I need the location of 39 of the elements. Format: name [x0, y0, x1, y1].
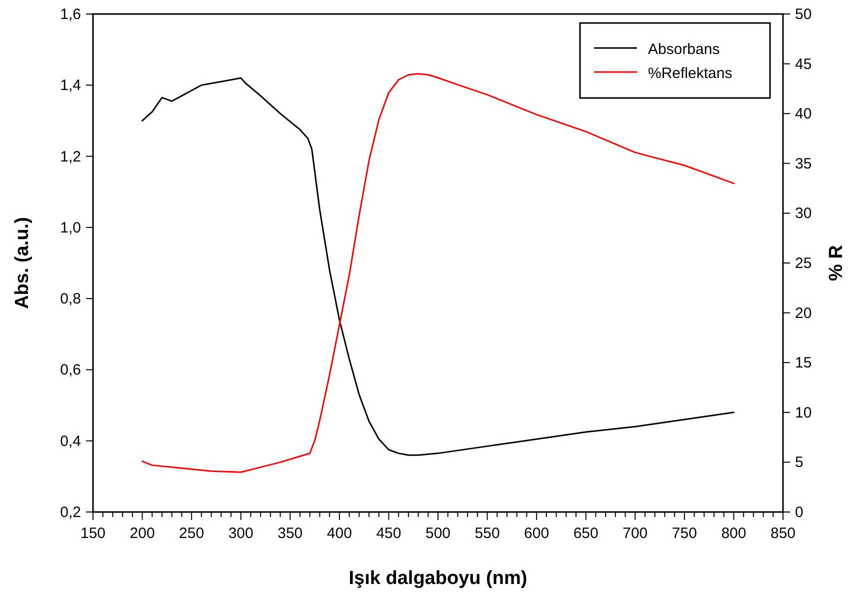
- y2-tick-label: 20: [795, 304, 812, 322]
- y-tick-label: 1,0: [60, 219, 81, 236]
- y-tick-label: 0,6: [60, 362, 81, 379]
- legend-label: %Reflektans: [648, 65, 732, 82]
- y-tick-label: 1,4: [60, 77, 81, 94]
- y-axis-title: Abs. (a.u.): [12, 217, 33, 309]
- y2-tick-label: 10: [795, 404, 812, 422]
- y-tick-label: 0,2: [60, 504, 81, 521]
- x-tick-label: 850: [770, 525, 796, 542]
- x-tick-label: 450: [376, 525, 402, 542]
- x-tick-label: 700: [622, 525, 648, 542]
- legend-label: Absorbans: [648, 41, 720, 58]
- y2-tick-label: 5: [795, 454, 804, 472]
- y2-tick-label: 40: [795, 106, 812, 123]
- y-tick-label: 0,4: [60, 432, 81, 450]
- x-tick-label: 350: [278, 525, 303, 542]
- y-tick-label: 1,2: [60, 148, 81, 166]
- x-tick-label: 500: [425, 525, 451, 542]
- x-tick-label: 550: [474, 525, 500, 542]
- y2-tick-label: 45: [795, 56, 812, 73]
- x-tick-label: 650: [573, 525, 598, 542]
- x-tick-label: 200: [130, 525, 155, 542]
- y2-tick-label: 0: [795, 504, 804, 521]
- x-tick-label: 400: [326, 525, 352, 542]
- y2-tick-label: 25: [795, 255, 812, 272]
- y2-tick-label: 50: [795, 6, 812, 23]
- x-tick-label: 800: [721, 525, 746, 542]
- y-tick-label: 0,8: [60, 290, 81, 308]
- y2-axis-title: % R: [826, 244, 847, 281]
- x-tick-label: 600: [524, 525, 550, 542]
- y2-tick-label: 35: [795, 155, 812, 172]
- x-tick-label: 750: [672, 525, 697, 542]
- y-tick-label: 1,6: [60, 6, 81, 23]
- x-tick-label: 300: [228, 525, 254, 542]
- x-axis-title: Işık dalgaboyu (nm): [348, 568, 528, 589]
- x-tick-label: 250: [179, 525, 204, 542]
- y2-tick-label: 30: [795, 205, 812, 222]
- x-tick-label: 150: [80, 525, 106, 542]
- y2-tick-label: 15: [795, 354, 812, 372]
